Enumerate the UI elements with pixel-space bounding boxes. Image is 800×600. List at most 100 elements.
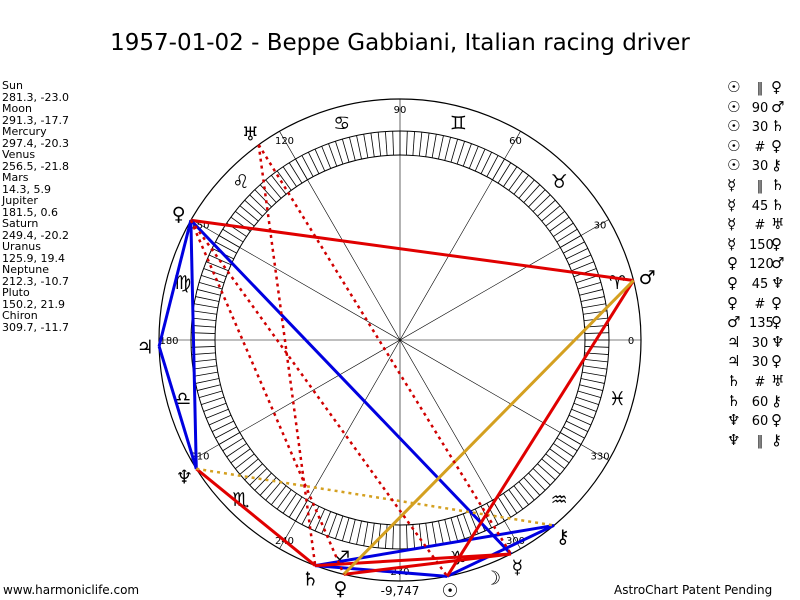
tick-mark [418,132,423,157]
tick-mark [198,390,223,398]
degree-label: 30 [594,221,607,232]
aspect-line [195,467,317,567]
zodiac-sign-glyph: ♉ [551,171,568,193]
tick-mark [456,515,465,539]
aspect-line [342,279,635,576]
tick-mark [203,268,227,278]
tick-mark [425,523,430,548]
tick-mark [271,175,287,195]
tick-mark [579,384,603,391]
planet-coords: 212.3, -10.7 [2,274,69,288]
aspect-row: ♆ ‖ ⚷ [727,431,791,451]
aspect-symbol: 90 [751,100,769,116]
tick-mark [513,175,529,195]
planet-coords: 297.4, -20.3 [2,136,69,150]
planet-glyph: ♂ [639,267,656,289]
aspect-line [445,279,635,578]
tick-mark [528,189,546,208]
aspect-symbol: # [754,218,766,234]
chart-title: 1957-01-02 - Beppe Gabbiani, Italian rac… [110,30,690,56]
planet-name: Mars [2,171,29,184]
tick-mark [197,384,221,391]
tick-mark [444,137,451,161]
tick-mark [276,170,292,191]
tick-mark [532,194,551,212]
aspect-row: ☉ 90 ♂ [727,98,791,118]
aspect-planet-glyph: ☿ [727,215,737,234]
aspect-planet-glyph: ♀ [771,78,782,96]
planet-glyph: ☉ [441,580,458,600]
aspect-symbol: 60 [751,414,769,430]
aspect-symbol: 45 [751,276,769,292]
planet-coords: 125.9, 19.4 [2,251,65,265]
tick-mark [508,170,524,191]
planet-name: Pluto [2,286,30,299]
tick-mark [249,468,268,486]
aspect-line [189,220,198,469]
tick-mark [537,199,556,217]
aspect-planet-glyph: ♄ [771,117,785,136]
planet-glyph: ♆ [176,466,193,488]
planet-name: Mercury [2,125,47,138]
tick-mark [523,477,541,496]
tick-mark [195,378,220,384]
planet-glyph: ♀ [172,203,186,225]
aspect-symbol: 30 [751,120,769,136]
tick-mark [523,184,541,203]
aspect-planet-glyph: ♃ [727,352,741,371]
tick-mark [356,135,362,160]
tick-mark [271,485,287,505]
tick-mark [486,503,499,525]
aspect-planet-glyph: ♂ [771,97,785,116]
tick-mark [377,523,382,548]
tick-mark [571,408,594,419]
aspect-row: ♃ 30 ♆ [727,333,791,353]
aspect-planet-glyph: ☿ [727,234,737,253]
planet-name: Chiron [2,309,38,322]
aspect-line [196,467,555,527]
aspect-symbol: ‖ [756,178,764,194]
tick-mark [265,481,282,501]
tick-mark [342,517,350,542]
zodiac-sign-glyph: ♍ [174,272,191,294]
tick-mark [444,519,451,543]
tick-mark [545,211,565,227]
aspect-planet-glyph: ☉ [727,97,741,116]
planet-coords: 14.3, 5.9 [2,182,51,196]
tick-mark [335,141,344,165]
tick-mark [206,261,229,272]
aspect-row: ☿ # ♅ [727,215,791,235]
tick-mark [537,463,556,481]
aspect-symbol: # [754,374,766,390]
tick-mark [406,524,408,549]
zodiac-sign-glyph: ♓ [609,388,626,410]
tick-mark [573,402,597,412]
tick-mark [191,352,216,355]
aspect-planet-glyph: ♀ [771,313,782,332]
aspect-row: ☿ 45 ♄ [727,196,791,216]
aspect-row: ♃ 30 ♀ [727,352,791,372]
tick-mark [276,489,292,510]
tick-mark [335,515,344,539]
aspect-symbol: ‖ [756,81,764,96]
tick-mark [497,162,512,184]
aspect-row: ☉ # ♀ [727,137,791,157]
aspect-planet-glyph: ⚷ [771,156,782,175]
tick-mark [197,289,221,296]
planet-name: Uranus [2,240,41,253]
aspect-planet-glyph: ♆ [771,273,785,292]
tick-mark [462,513,472,537]
tick-mark [314,508,326,532]
aspect-planet-glyph: ♀ [771,293,782,312]
aspect-planet-glyph: ☉ [727,117,741,136]
tick-mark [563,426,585,439]
aspect-line [189,219,345,575]
degree-label: 0 [628,336,634,347]
tick-mark [342,138,350,163]
tick-mark [206,408,229,419]
aspect-planet-glyph: ♀ [727,293,738,312]
tick-mark [349,137,356,161]
aspect-planet-glyph: ♀ [727,254,738,273]
aspect-symbol: # [754,296,766,312]
tick-mark [418,523,423,548]
